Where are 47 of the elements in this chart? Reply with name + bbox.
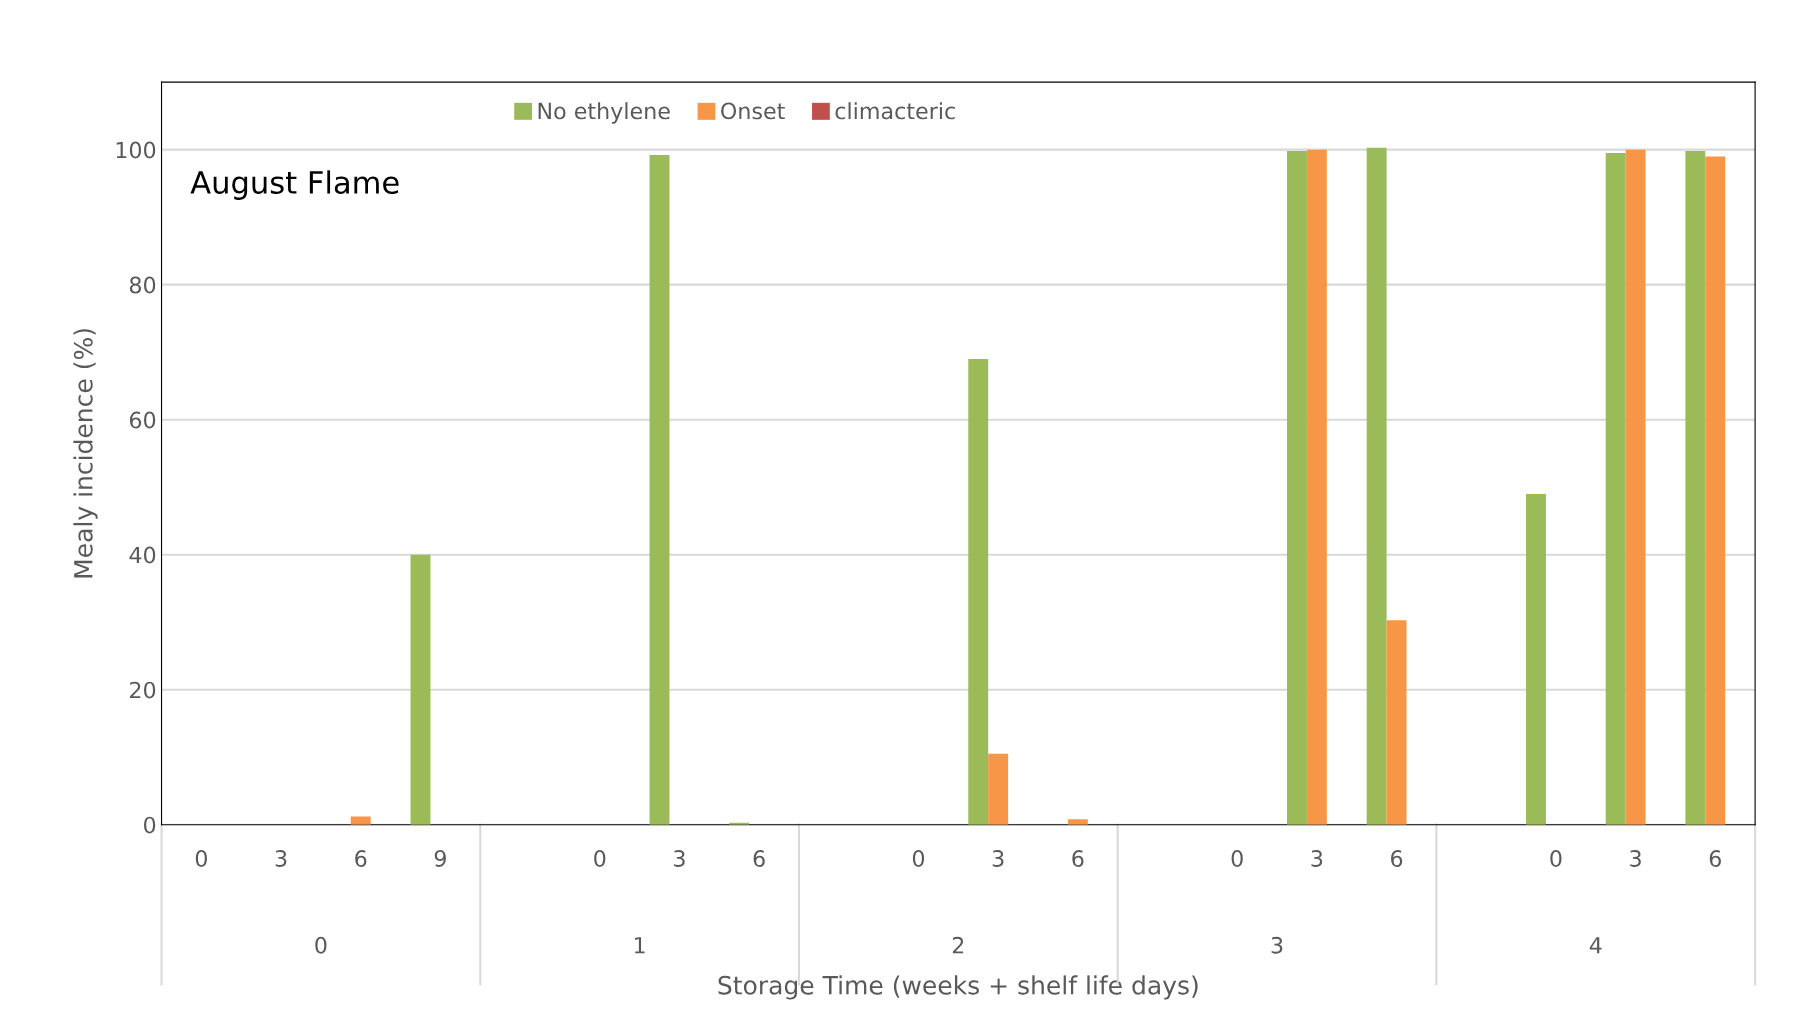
y-tick-label: 20 xyxy=(130,681,156,699)
x-tick-label: 0 xyxy=(912,850,925,867)
text: 2 xyxy=(952,936,964,954)
legend-label: Onset xyxy=(721,102,785,120)
bar xyxy=(1526,493,1546,825)
x-tick-label: 6 xyxy=(355,850,367,867)
x-axis-title: Storage Time (weeks + shelf life days) xyxy=(718,975,1198,1000)
x-tick-label: 3 xyxy=(1311,850,1323,867)
bar xyxy=(968,358,989,825)
bar xyxy=(1067,819,1088,825)
bar xyxy=(1605,153,1626,825)
x-tick-label: 0 xyxy=(1550,850,1562,867)
x-tick-label: 3 xyxy=(992,850,1004,867)
x-tick-label: 3 xyxy=(674,850,685,867)
bar xyxy=(410,554,431,825)
x-tick-label: 3 xyxy=(275,850,287,867)
bar xyxy=(1685,151,1706,825)
legend-label: No ethylene xyxy=(538,102,670,124)
text: 1 xyxy=(634,937,645,954)
y-axis-title: Mealy incidence (%) xyxy=(73,329,98,578)
y-tick-label: 60 xyxy=(129,411,156,429)
x-tick-label: 6 xyxy=(1709,850,1721,867)
bar xyxy=(1286,151,1307,825)
bar xyxy=(1625,149,1646,825)
y-tick-label: 80 xyxy=(129,276,156,294)
x-tick-label: 6 xyxy=(753,850,765,867)
annotation: August Flame xyxy=(190,170,399,200)
bar xyxy=(1366,147,1387,825)
y-tick-label: 100 xyxy=(116,141,156,159)
x-tick-label: 6 xyxy=(1072,850,1084,867)
x-tick-label: 9 xyxy=(434,850,446,867)
bar xyxy=(1705,156,1726,825)
bar xyxy=(1386,620,1407,825)
legend-label: climacteric xyxy=(835,102,955,120)
text: 0 xyxy=(315,936,327,954)
y-tick-label: 0 xyxy=(144,816,156,834)
x-tick-label: 0 xyxy=(594,850,606,867)
x-tick-label: 0 xyxy=(195,850,207,867)
bar xyxy=(988,753,1009,825)
text: 4 xyxy=(1589,937,1602,954)
bar xyxy=(1306,149,1327,825)
x-tick-label: 0 xyxy=(1231,850,1243,867)
bar xyxy=(649,155,670,825)
text: 3 xyxy=(1271,936,1283,954)
x-tick-label: 6 xyxy=(1391,850,1403,867)
x-tick-label: 3 xyxy=(1630,850,1641,867)
y-tick-label: 40 xyxy=(129,546,156,564)
